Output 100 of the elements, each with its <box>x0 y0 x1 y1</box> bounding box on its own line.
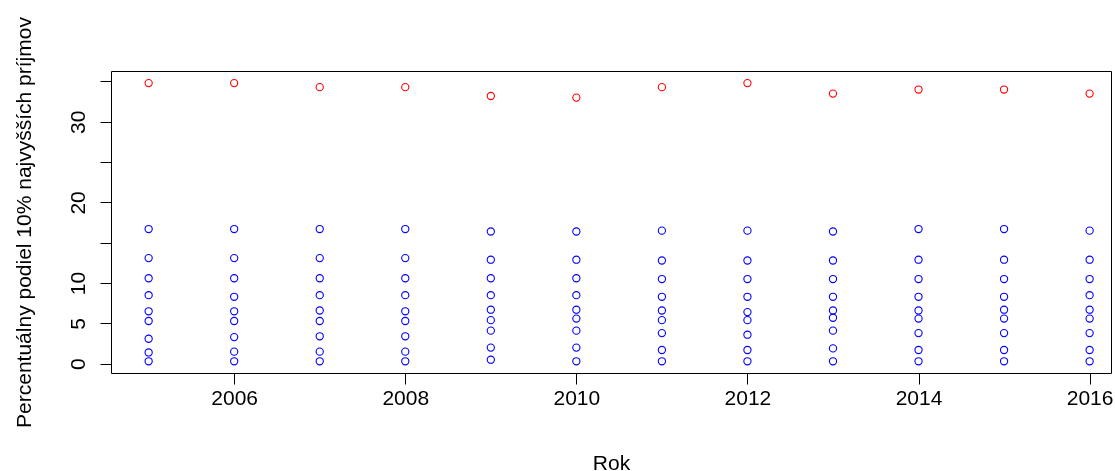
point <box>1085 305 1094 314</box>
point <box>572 343 581 352</box>
point <box>657 292 667 301</box>
point <box>1085 226 1094 235</box>
point <box>315 357 324 366</box>
point <box>572 357 581 366</box>
point <box>914 306 923 315</box>
point <box>144 316 153 326</box>
point <box>1085 328 1094 338</box>
y-tick-label: 0 <box>65 358 89 371</box>
point <box>999 357 1009 366</box>
y-tick-label: 20 <box>65 191 89 215</box>
x-tick-label: 2014 <box>895 385 943 409</box>
point <box>657 345 667 355</box>
point <box>144 78 153 88</box>
point <box>486 227 495 236</box>
y-tick-label: 30 <box>65 110 89 134</box>
point <box>315 347 324 356</box>
point <box>999 328 1009 338</box>
point <box>743 226 752 235</box>
point <box>743 274 752 284</box>
x-tick-label: 2006 <box>211 385 259 409</box>
point <box>401 307 410 316</box>
point <box>486 291 495 300</box>
point <box>1085 291 1094 300</box>
point <box>315 316 324 326</box>
point <box>914 255 923 264</box>
y-tick-label: 5 <box>65 318 89 330</box>
point <box>230 224 239 234</box>
point <box>401 291 410 300</box>
point <box>657 256 667 265</box>
point <box>572 93 581 102</box>
point <box>315 332 324 341</box>
point <box>657 82 667 92</box>
point <box>828 292 838 301</box>
point <box>401 253 410 263</box>
point <box>315 291 324 300</box>
point <box>401 357 410 366</box>
point <box>828 326 838 335</box>
point <box>828 306 838 315</box>
point <box>486 326 495 335</box>
point <box>315 82 324 92</box>
x-tick-label: 2008 <box>382 385 430 409</box>
point <box>230 316 239 326</box>
point <box>914 314 923 323</box>
point <box>743 78 752 88</box>
x-tick-label: 2012 <box>724 385 772 409</box>
point <box>315 306 324 315</box>
point <box>743 256 752 265</box>
point <box>144 307 153 316</box>
point <box>828 357 838 366</box>
point <box>401 82 410 92</box>
point <box>999 85 1009 94</box>
point <box>828 344 838 353</box>
x-tick-label: 2010 <box>553 385 601 409</box>
point <box>914 328 923 338</box>
point <box>657 306 667 315</box>
point <box>144 348 153 357</box>
point <box>230 253 239 263</box>
point <box>486 355 495 364</box>
point <box>144 274 153 283</box>
point <box>230 347 239 356</box>
point <box>401 274 410 283</box>
point <box>1085 255 1094 264</box>
point <box>401 347 410 356</box>
point <box>486 274 495 283</box>
point <box>144 224 153 234</box>
point <box>315 224 324 234</box>
point <box>230 332 239 342</box>
y-axis-title: Percentuálny podiel 10% najvyšších príjmov <box>11 16 35 428</box>
point <box>914 292 923 301</box>
point <box>486 91 495 101</box>
point <box>743 292 752 301</box>
point <box>999 292 1009 301</box>
point <box>657 274 667 284</box>
point <box>999 255 1009 264</box>
point <box>230 274 239 283</box>
point <box>1085 357 1094 366</box>
point <box>999 224 1009 234</box>
point <box>1085 89 1094 98</box>
point <box>828 227 838 236</box>
point <box>828 274 838 284</box>
point <box>572 227 581 236</box>
point <box>401 224 410 234</box>
point <box>999 345 1009 355</box>
point <box>828 89 838 98</box>
point <box>315 274 324 283</box>
point <box>572 314 581 323</box>
point <box>572 326 581 335</box>
point <box>914 224 923 234</box>
point <box>144 334 153 343</box>
point <box>657 226 667 235</box>
point <box>743 330 752 339</box>
x-axis-title: Rok <box>592 450 631 471</box>
point <box>486 316 495 325</box>
point <box>572 255 581 264</box>
point <box>657 357 667 366</box>
point <box>743 316 752 325</box>
point <box>230 357 239 366</box>
point <box>230 307 239 316</box>
